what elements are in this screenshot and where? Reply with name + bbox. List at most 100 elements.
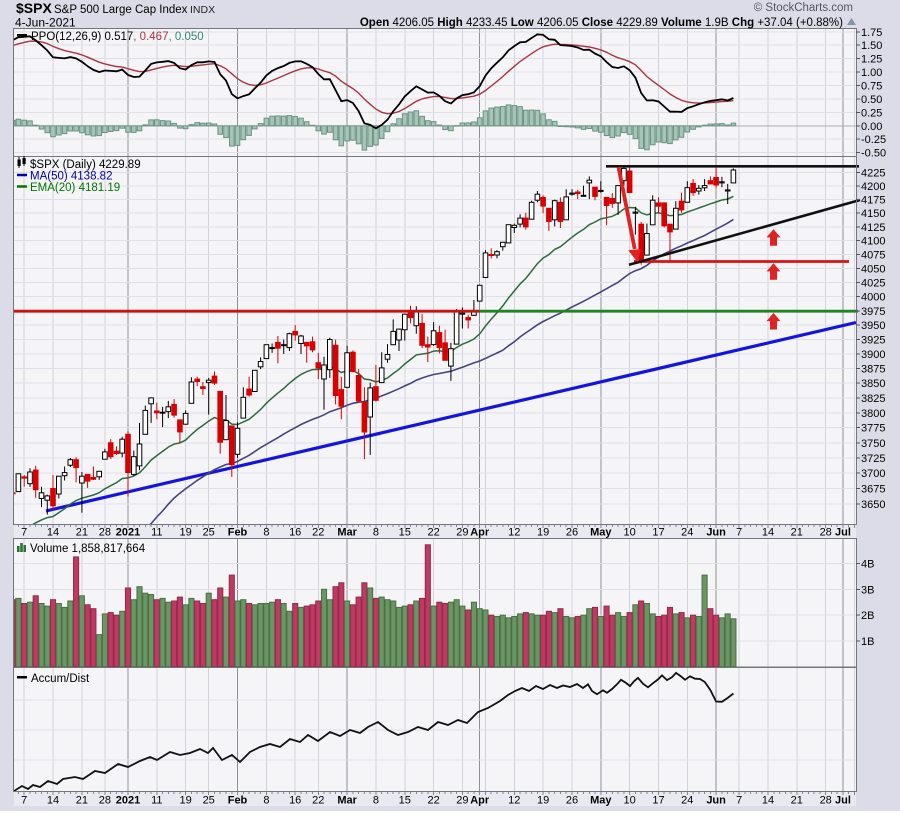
- svg-text:11: 11: [151, 795, 162, 807]
- svg-text:17: 17: [652, 795, 664, 807]
- svg-text:28: 28: [820, 795, 832, 807]
- svg-text:11: 11: [151, 527, 162, 539]
- svg-text:24: 24: [681, 795, 693, 807]
- svg-text:29: 29: [456, 795, 468, 807]
- svg-text:3750: 3750: [861, 438, 885, 450]
- svg-text:$SPX (Daily) 4229.89: $SPX (Daily) 4229.89: [30, 159, 141, 171]
- svg-text:Jun: Jun: [706, 527, 726, 539]
- svg-text:1B: 1B: [861, 636, 874, 648]
- svg-text:15: 15: [399, 527, 411, 539]
- svg-text:$SPX: $SPX: [16, 0, 52, 16]
- svg-text:3725: 3725: [861, 453, 885, 465]
- svg-text:3975: 3975: [861, 306, 885, 318]
- svg-text:4B: 4B: [861, 558, 874, 570]
- svg-text:14: 14: [762, 527, 774, 539]
- svg-text:8: 8: [373, 795, 379, 807]
- svg-text:25: 25: [203, 527, 215, 539]
- svg-text:4150: 4150: [861, 208, 885, 220]
- svg-text:3800: 3800: [861, 408, 885, 420]
- svg-text:2B: 2B: [861, 610, 874, 622]
- svg-text:17: 17: [652, 527, 664, 539]
- svg-text:3950: 3950: [861, 320, 885, 332]
- svg-text:10: 10: [623, 527, 635, 539]
- svg-text:4100: 4100: [861, 236, 885, 248]
- svg-text:22: 22: [427, 795, 439, 807]
- svg-text:4200: 4200: [861, 181, 885, 193]
- svg-text:28: 28: [99, 527, 111, 539]
- svg-text:7: 7: [21, 527, 27, 539]
- svg-text:8: 8: [263, 795, 269, 807]
- svg-text:7: 7: [736, 795, 742, 807]
- svg-text:21: 21: [791, 527, 803, 539]
- svg-text:0.50: 0.50: [861, 94, 882, 106]
- svg-text:3650: 3650: [861, 499, 885, 511]
- svg-text:4125: 4125: [861, 222, 885, 234]
- svg-text:24: 24: [681, 527, 693, 539]
- svg-text:Jul: Jul: [835, 527, 851, 539]
- svg-text:May: May: [590, 527, 612, 539]
- svg-text:0.25: 0.25: [861, 107, 882, 119]
- svg-text:1.50: 1.50: [861, 40, 882, 52]
- svg-text:Open 4206.05 High 4233.45 Low: Open 4206.05 High 4233.45 Low 4206.05 Cl…: [360, 17, 843, 29]
- svg-text:3825: 3825: [861, 393, 885, 405]
- svg-text:22: 22: [312, 795, 324, 807]
- svg-text:4175: 4175: [861, 195, 885, 207]
- svg-text:14: 14: [47, 795, 59, 807]
- svg-text:© StockCharts.com: © StockCharts.com: [754, 2, 853, 14]
- svg-text:19: 19: [537, 527, 549, 539]
- svg-text:26: 26: [566, 795, 578, 807]
- svg-text:28: 28: [99, 795, 111, 807]
- svg-text:INDX: INDX: [190, 4, 215, 16]
- svg-text:1.25: 1.25: [861, 54, 882, 66]
- svg-text:14: 14: [47, 527, 59, 539]
- svg-text:-0.50: -0.50: [861, 148, 886, 160]
- svg-text:3900: 3900: [861, 349, 885, 361]
- svg-text:15: 15: [399, 795, 411, 807]
- svg-text:MA(50) 4138.82: MA(50) 4138.82: [30, 171, 112, 183]
- svg-text:19: 19: [179, 527, 191, 539]
- svg-text:4-Jun-2021: 4-Jun-2021: [15, 16, 76, 30]
- svg-text:12: 12: [508, 527, 520, 539]
- svg-text:Jun: Jun: [706, 795, 726, 807]
- svg-text:25: 25: [203, 795, 215, 807]
- svg-text:3850: 3850: [861, 378, 885, 390]
- svg-text:21: 21: [76, 527, 88, 539]
- svg-text:Apr: Apr: [470, 527, 490, 539]
- svg-text:8: 8: [263, 527, 269, 539]
- svg-text:16: 16: [289, 527, 301, 539]
- svg-text:26: 26: [566, 527, 578, 539]
- svg-text:Mar: Mar: [337, 795, 357, 807]
- svg-text:Jul: Jul: [835, 795, 851, 807]
- svg-text:Feb: Feb: [228, 795, 248, 807]
- svg-text:Mar: Mar: [337, 527, 357, 539]
- svg-text:1.75: 1.75: [861, 27, 882, 39]
- svg-text:PPO(12,26,9) 0.517, 0.467, 0.0: PPO(12,26,9) 0.517, 0.467, 0.050: [31, 31, 204, 43]
- svg-text:12: 12: [508, 795, 520, 807]
- svg-text:2021: 2021: [116, 527, 140, 539]
- svg-text:Volume 1,858,817,664: Volume 1,858,817,664: [30, 543, 146, 555]
- svg-text:3775: 3775: [861, 423, 885, 435]
- svg-text:3700: 3700: [861, 468, 885, 480]
- svg-text:4050: 4050: [861, 264, 885, 276]
- svg-text:3925: 3925: [861, 335, 885, 347]
- svg-text:21: 21: [791, 795, 803, 807]
- svg-text:May: May: [590, 795, 612, 807]
- svg-text:4225: 4225: [861, 168, 885, 180]
- svg-text:21: 21: [76, 795, 88, 807]
- svg-text:4025: 4025: [861, 278, 885, 290]
- svg-text:EMA(20) 4181.19: EMA(20) 4181.19: [30, 182, 120, 194]
- svg-text:19: 19: [537, 795, 549, 807]
- svg-text:1.00: 1.00: [861, 67, 882, 79]
- svg-text:S&P 500 Large Cap Index: S&P 500 Large Cap Index: [54, 4, 188, 16]
- svg-text:19: 19: [179, 795, 191, 807]
- svg-text:8: 8: [373, 527, 379, 539]
- svg-text:4075: 4075: [861, 250, 885, 262]
- svg-text:7: 7: [21, 795, 27, 807]
- svg-text:7: 7: [736, 527, 742, 539]
- svg-text:Feb: Feb: [228, 527, 248, 539]
- svg-text:29: 29: [456, 527, 468, 539]
- svg-text:22: 22: [427, 527, 439, 539]
- svg-text:Accum/Dist: Accum/Dist: [31, 673, 90, 685]
- svg-text:10: 10: [623, 795, 635, 807]
- svg-text:22: 22: [312, 527, 324, 539]
